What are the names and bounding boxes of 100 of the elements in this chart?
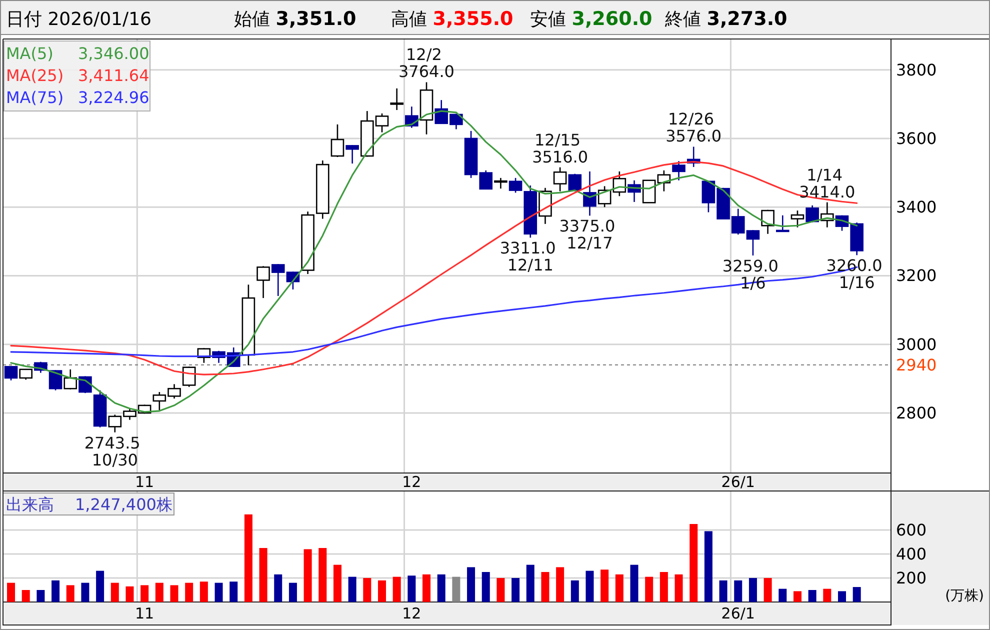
bar: [348, 576, 356, 602]
bar: [36, 590, 45, 602]
candlestick: [346, 144, 359, 164]
annotation: 3375.0 12/17: [559, 216, 620, 253]
bar: [852, 587, 861, 602]
bar: [288, 582, 297, 602]
candlestick: [598, 186, 612, 208]
candlestick: [790, 210, 804, 228]
bar: [630, 564, 638, 602]
bar: [437, 574, 446, 602]
bar: [304, 549, 312, 602]
y-tick-label: 2800: [896, 403, 937, 422]
bar: [823, 588, 832, 602]
annotation: 12/2 3764.0: [398, 45, 454, 82]
bar: [66, 585, 74, 602]
candlestick: [642, 180, 656, 204]
candlestick: [64, 368, 78, 390]
text: MA(5) 3,346.00: [6, 44, 150, 63]
bar: [615, 574, 624, 602]
candlestick: [672, 160, 686, 181]
y-tick-label: 3600: [896, 128, 937, 148]
y-tick-label: 3400: [896, 198, 937, 217]
y-tick-label: 600: [896, 520, 927, 540]
candlestick: [390, 88, 404, 111]
y-tick-label: 3200: [896, 266, 937, 286]
bar: [556, 567, 564, 602]
bar: [764, 578, 772, 602]
candlestick: [776, 214, 790, 232]
text: MA(75) 3,224.96: [6, 88, 150, 107]
bar: [170, 585, 178, 602]
text: 日付 2026/01/16: [6, 9, 152, 30]
y-tick-label: 200: [896, 568, 927, 588]
bar: [586, 570, 594, 602]
chart-title: 出来高 1,247,400株: [6, 495, 172, 514]
bar: [512, 578, 520, 602]
annotation: 3260.0 1/16: [826, 256, 888, 292]
bar: [793, 591, 802, 602]
bar: [363, 578, 372, 602]
x-tick-label: 12: [402, 473, 422, 491]
bar: [22, 590, 30, 602]
y-tick-label: 3000: [896, 334, 937, 354]
x-tick-label: 11: [135, 604, 154, 622]
bar: [318, 548, 327, 602]
candlestick: [330, 124, 344, 158]
bar: [808, 590, 816, 602]
bar: [155, 582, 164, 602]
ref-line-label: 2940: [896, 355, 937, 374]
candlestick: [553, 166, 567, 192]
text: MA(25) 3,411.64: [6, 66, 150, 85]
y-axis-title: (万株): [945, 588, 984, 604]
annotation: 12/15 3516.0: [532, 130, 588, 166]
bar: [185, 582, 194, 602]
bar: [7, 582, 16, 602]
x-tick-label: 11: [135, 473, 154, 491]
candlestick: [182, 366, 196, 388]
bar: [244, 514, 252, 602]
bar: [838, 591, 846, 602]
bar: [214, 582, 223, 602]
candlestick: [256, 265, 270, 299]
bar: [126, 586, 134, 602]
bar: [408, 576, 416, 602]
x-tick-label: 26/1: [721, 604, 755, 622]
bar: [570, 580, 579, 602]
bar: [467, 567, 476, 602]
y-tick-label: 3800: [896, 60, 937, 80]
bar: [734, 580, 742, 602]
text: 安値 3,260.0: [530, 8, 652, 30]
bar: [748, 578, 757, 602]
bar: [600, 570, 609, 602]
text: 高値 3,355.0: [391, 8, 514, 30]
bar: [200, 582, 208, 602]
annotation: 12/26 3576.0: [666, 110, 722, 146]
bar: [110, 582, 119, 602]
bar: [392, 576, 401, 602]
bar: [704, 531, 712, 602]
bar: [660, 572, 668, 602]
annotation: 2743.5 10/30: [84, 433, 146, 470]
bar: [541, 572, 550, 602]
bar: [482, 572, 490, 602]
bar: [496, 578, 505, 602]
bar: [52, 580, 60, 602]
bar: [674, 574, 683, 602]
bar: [719, 580, 728, 602]
candlestick: [568, 173, 582, 192]
x-tick-label: 12: [402, 604, 422, 622]
bar: [96, 570, 104, 602]
bar: [378, 580, 386, 602]
candlestick: [4, 365, 18, 382]
bar: [778, 588, 787, 602]
text: 終値 3,273.0: [664, 8, 788, 30]
bar: [645, 576, 654, 602]
annotation: 3311.0 12/11: [500, 238, 561, 275]
bar: [259, 548, 268, 602]
annotation: 1/14 3414.0: [799, 165, 856, 202]
bar: [81, 582, 90, 602]
bar: [452, 576, 460, 602]
bar: [526, 564, 534, 602]
bar: [230, 582, 238, 602]
bar: [274, 574, 282, 602]
bar: [333, 564, 342, 602]
